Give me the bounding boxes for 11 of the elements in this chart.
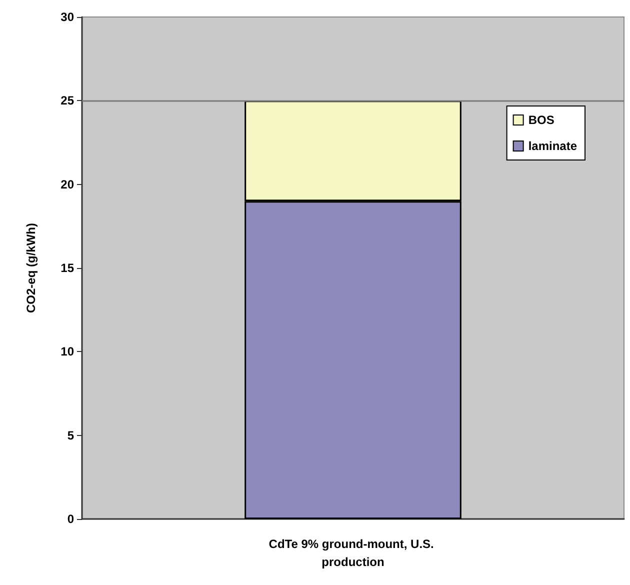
- y-tick-label: 15: [60, 261, 74, 275]
- y-tick-label: 20: [60, 177, 74, 192]
- y-tick-label: 5: [67, 428, 74, 442]
- legend-label: BOS: [528, 113, 554, 127]
- y-tick-label: 25: [60, 94, 74, 108]
- y-tick-label: 10: [60, 344, 74, 359]
- y-axis-title: CO2-eq (g/kWh): [24, 223, 38, 313]
- x-tick-label: CdTe 9% ground-mount, U.S. production: [268, 537, 438, 569]
- legend-label: laminate: [528, 139, 578, 153]
- y-tick-label: 0: [67, 512, 74, 526]
- y-tick-label: 30: [60, 10, 74, 24]
